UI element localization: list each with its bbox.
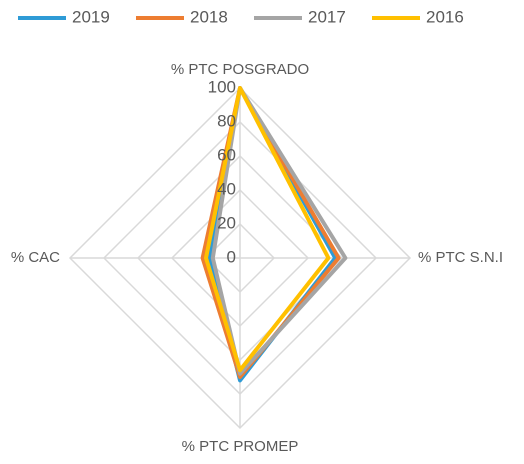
category-label: % PTC POSGRADO [171, 61, 309, 78]
category-label: % CAC [11, 249, 60, 266]
category-label: % PTC PROMEP [182, 438, 299, 455]
series-line [210, 86, 348, 376]
series-line [200, 86, 341, 379]
legend-label: 2017 [308, 7, 346, 26]
category-label: % PTC S.N.I [418, 249, 503, 266]
series-line [204, 86, 331, 373]
tick-label: 80 [217, 111, 236, 130]
legend-label: 2016 [426, 7, 464, 26]
legend-label: 2018 [190, 7, 228, 26]
tick-label: 100 [208, 77, 236, 96]
tick-label: 20 [217, 213, 236, 232]
tick-label: 0 [227, 247, 236, 266]
legend-label: 2019 [72, 7, 110, 26]
tick-label: 40 [217, 179, 236, 198]
tick-label: 60 [217, 145, 236, 164]
